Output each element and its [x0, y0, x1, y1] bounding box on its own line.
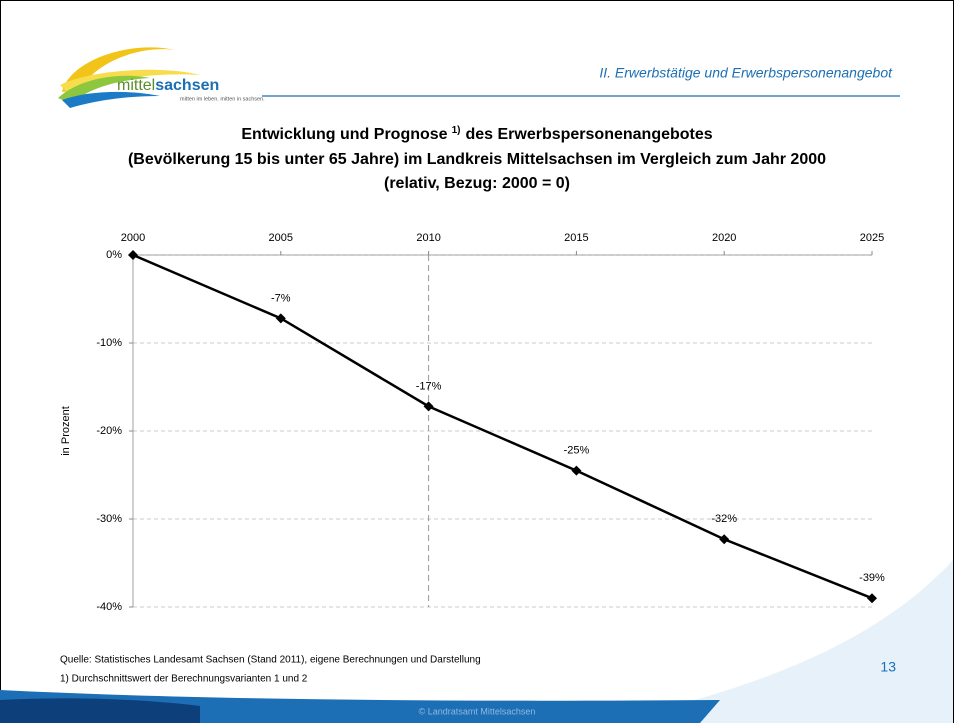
y-tick-label: -10%: [96, 337, 122, 349]
data-label: -32%: [711, 513, 737, 525]
y-tick-label: 0%: [106, 249, 122, 261]
chart-title: (Bevölkerung 15 bis unter 65 Jahre) im L…: [128, 151, 826, 168]
x-tick-label: 2000: [121, 232, 145, 244]
plot: 0% -10% -20% -30% -40% 2000 2005 2010 2015 2020 20…: [96, 232, 885, 613]
data-point: [423, 401, 434, 412]
x-tick-label: 2015: [564, 232, 588, 244]
chart-title: (relativ, Bezug: 2000 = 0): [384, 175, 570, 192]
data-point: [719, 534, 730, 545]
y-axis-label: in Prozent: [60, 406, 72, 456]
x-tick-label: 2025: [860, 232, 884, 244]
logo-light: mittel: [117, 77, 155, 94]
footnote: 1) Durchschnittswert der Berechnungsvari…: [60, 674, 308, 685]
title-part: Entwicklung und Prognose: [241, 126, 447, 143]
data-label: -7%: [271, 292, 291, 304]
data-label: -25%: [564, 445, 590, 457]
logo: mittelsachsen mitten im leben. mitten in…: [58, 47, 265, 108]
deco-light: [600, 560, 953, 723]
deco-swoosh-dark: [0, 698, 200, 723]
y-tick-label: -40%: [96, 601, 122, 613]
logo-arc: [60, 69, 200, 95]
logo-tagline: mitten im leben. mitten in sachsen.: [180, 96, 265, 102]
data-point: [867, 593, 877, 604]
data-point: [571, 465, 582, 476]
copyright: © Landratsamt Mittelsachsen: [419, 706, 536, 716]
logo-arc: [62, 91, 160, 108]
data-point: [128, 250, 138, 260]
title-superscript: 1): [452, 125, 461, 136]
title-part: des Erwerbspersonenangebotes: [465, 126, 712, 143]
y-tick-label: -20%: [96, 425, 122, 437]
logo-bold: sachsen: [155, 77, 219, 94]
x-tick-label: 2005: [269, 232, 293, 244]
logo-text: mittelsachsen: [117, 77, 219, 94]
data-label: -17%: [416, 380, 442, 392]
y-tick-label: -30%: [96, 513, 122, 525]
data-line: [132, 253, 873, 600]
data-point: [275, 313, 286, 324]
x-tick-label: 2010: [416, 232, 440, 244]
data-label: -39%: [859, 572, 885, 584]
chart-title: Entwicklung und Prognose 1) des Erwerbsper…: [241, 125, 712, 144]
page-number: 13: [880, 659, 896, 675]
source-note: Quelle: Statistisches Landesamt Sachsen …: [60, 655, 481, 666]
section-title: II. Erwerbstätige und Erwerbspersonenang…: [599, 65, 893, 81]
x-tick-label: 2020: [712, 232, 736, 244]
